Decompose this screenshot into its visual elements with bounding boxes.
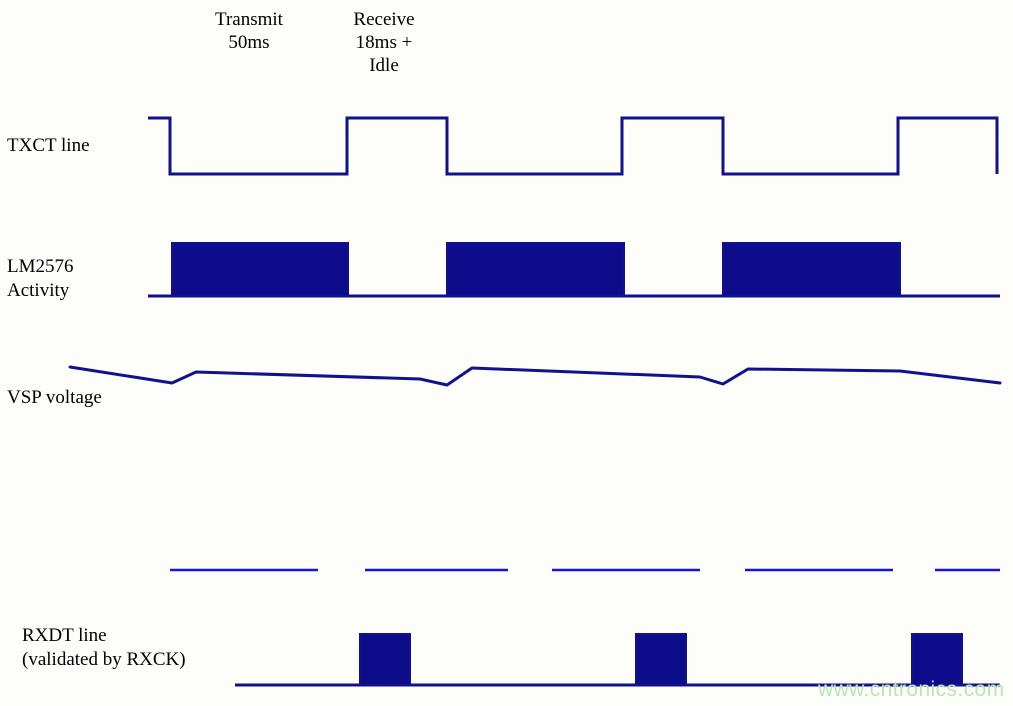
pulse-block [635,633,687,686]
waveform-lm2576 [148,242,1000,298]
waveform-rxdt [235,633,1000,687]
waveform-txct [148,116,999,176]
row-label-lm2576: LM2576 Activity [7,256,74,301]
row-label-txct: TXCT line [7,135,90,156]
watermark: www.cntronics.com [818,678,1005,701]
header-receive: Receive 18ms + Idle [353,9,415,76]
header-transmit: Transmit 50ms [215,9,283,53]
waveform-vsp [68,365,1002,387]
row-label-vsp: VSP voltage [7,387,102,408]
pulse-block [722,242,901,297]
pulse-block [359,633,411,686]
pulse-block [911,633,963,686]
pulse-block [446,242,625,297]
pulse-block [171,242,349,297]
row-label-rxdt: RXDT line (validated by RXCK) [22,625,186,670]
